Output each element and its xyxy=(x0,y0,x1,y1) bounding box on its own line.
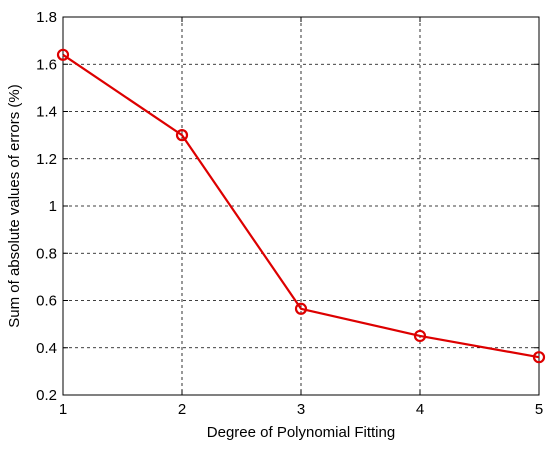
data-point-marker xyxy=(413,329,427,343)
axis-ticks: 1 2 3 4 5 0.2 0.4 0.6 0.8 1 1.2 1.4 1.6 1.8 xyxy=(36,9,543,418)
y-tick-label: 1.2 xyxy=(36,151,57,168)
y-tick-label: 0.6 xyxy=(36,293,57,310)
data-point-marker xyxy=(532,351,546,364)
x-tick-label: 4 xyxy=(416,401,424,418)
y-tick-label: 1.6 xyxy=(36,56,57,73)
data-point-marker xyxy=(294,302,308,315)
series-line xyxy=(62,53,540,359)
grid-lines xyxy=(63,17,539,395)
y-tick-label: 1 xyxy=(49,198,57,215)
x-tick-label: 5 xyxy=(535,401,543,418)
data-point-marker xyxy=(175,129,189,142)
y-tick-label: 0.8 xyxy=(36,245,57,262)
y-tick-label: 0.4 xyxy=(36,340,57,357)
y-tick-label: 0.2 xyxy=(36,387,57,404)
x-axis-label: Degree of Polynomial Fitting xyxy=(207,424,395,441)
series-layer xyxy=(56,48,546,364)
y-tick-label: 1.4 xyxy=(36,104,57,121)
y-axis-label: Sum of absolute values of errors (%) xyxy=(6,84,23,327)
y-tick-label: 1.8 xyxy=(36,9,57,26)
x-tick-label: 2 xyxy=(178,401,186,418)
x-tick-label: 3 xyxy=(297,401,305,418)
x-tick-label: 1 xyxy=(59,401,67,418)
data-point-marker xyxy=(56,48,70,61)
